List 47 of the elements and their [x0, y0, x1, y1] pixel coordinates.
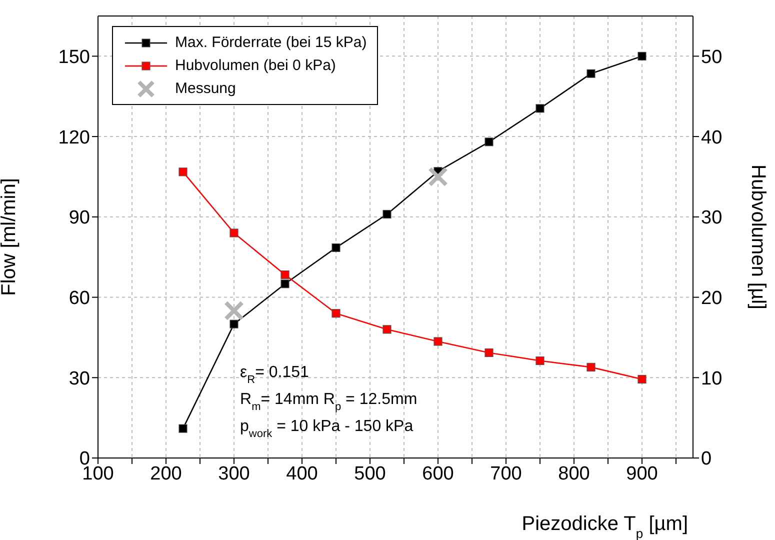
x-tick-label: 800	[558, 463, 590, 484]
point	[638, 52, 646, 60]
point	[178, 168, 188, 176]
x-axis-title: Piezodicke T$_{p}$ [µm]	[522, 513, 688, 540]
point	[230, 228, 238, 238]
x-tick-label: 500	[354, 463, 386, 484]
annotation: R$_{m}$= 14mm R$_{p}$ = 12.5mm	[240, 391, 418, 413]
x-tick-label: 600	[422, 463, 454, 484]
annotation: p$_{work}$ = 10 kPa - 150 kPa	[240, 418, 414, 440]
point	[332, 309, 340, 318]
y2-tick-label: 50	[701, 46, 722, 68]
y2-axis-title: Hubvolumen [µl]	[747, 164, 769, 310]
point	[332, 243, 340, 252]
annotation: ε$_{R}$= 0.151	[240, 364, 310, 386]
y-tick-label: 120	[58, 127, 90, 148]
y2-tick-label: 10	[701, 368, 722, 390]
point	[434, 337, 442, 346]
y-tick-label: 60	[68, 288, 90, 310]
point	[230, 320, 238, 328]
legend-label: Max. Förderrate (bei 15 kPa)	[175, 34, 367, 51]
x-tick-label: 900	[626, 463, 658, 484]
x-tick-label: 700	[490, 463, 522, 484]
point	[280, 270, 290, 280]
point	[280, 280, 290, 288]
point	[382, 325, 392, 334]
legend-label: Hubvolumen (bei 0 kPa)	[175, 57, 336, 74]
point	[536, 104, 544, 113]
x-tick-label: 400	[286, 463, 318, 484]
y-tick-label: 150	[58, 46, 90, 68]
y2-tick-label: 30	[701, 208, 722, 229]
y2-tick-label: 20	[701, 288, 722, 310]
point	[382, 210, 392, 219]
y2-tick-label: 0	[701, 448, 712, 470]
x-tick-label: 300	[218, 463, 250, 484]
x-tick-label: 200	[150, 463, 182, 484]
point	[586, 69, 596, 78]
legend-label: Messung	[175, 80, 236, 97]
point	[586, 362, 596, 372]
y-tick-label: 90	[68, 208, 90, 229]
y-axis-title: Flow [ml/min]	[0, 178, 20, 296]
point	[536, 356, 544, 366]
point	[484, 138, 494, 146]
y-tick-label: 30	[68, 368, 90, 390]
point	[178, 424, 188, 433]
point	[484, 348, 494, 358]
point	[638, 374, 646, 384]
y2-tick-label: 40	[701, 127, 722, 148]
